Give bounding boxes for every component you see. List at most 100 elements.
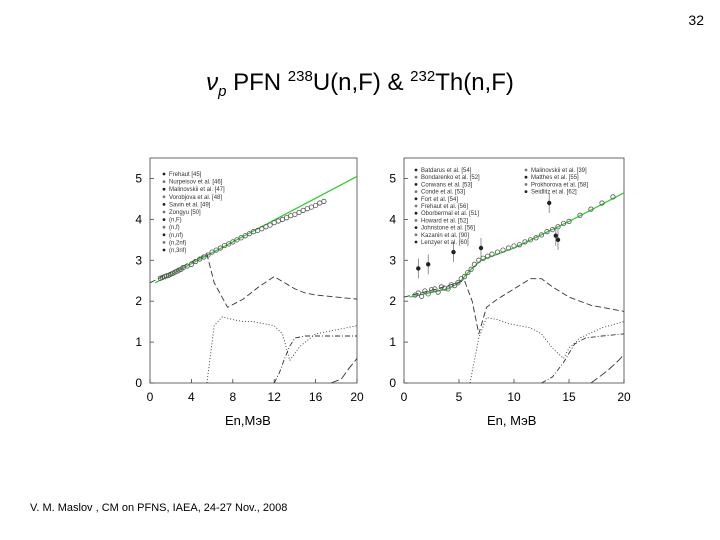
series-line-n2nf: [273, 335, 357, 384]
legend-marker: [524, 175, 528, 179]
legend-marker: [524, 183, 528, 186]
data-point: [549, 226, 556, 233]
data-point: [201, 254, 207, 260]
data-point: [555, 237, 561, 243]
title-pfn: PFN: [226, 69, 288, 96]
data-point: [533, 235, 539, 241]
legend-entry: (n,F): [169, 218, 182, 224]
legend-marker: [162, 248, 166, 252]
legend-entry: Kazanin et al. [90]: [421, 233, 469, 239]
data-point: [476, 257, 482, 263]
data-point: [438, 284, 444, 290]
data-point: [284, 215, 290, 221]
legend-marker: [414, 204, 418, 208]
x-tick-label: 5: [456, 390, 463, 404]
legend-marker: [162, 218, 166, 222]
data-point: [415, 290, 421, 296]
legend-entry: Seidlitz et al. [62]: [531, 190, 577, 196]
data-point: [416, 266, 421, 271]
x-tick-label: 12: [268, 390, 282, 404]
title-reaction-u: U(n,F) &: [312, 69, 411, 96]
data-point: [442, 285, 448, 291]
data-point: [426, 262, 431, 267]
legend-marker: [414, 197, 418, 201]
y-tick-label: 1: [135, 335, 142, 349]
legend-entry: Conde et al. [53]: [421, 190, 465, 196]
x-tick-label: 4: [188, 390, 195, 404]
footer-credit: V. M. Maslov , CM on PFNS, IAEA, 24-27 N…: [30, 502, 288, 514]
data-point: [500, 247, 506, 253]
data-point: [312, 202, 319, 209]
x-tick-label: 20: [350, 390, 364, 404]
data-point: [418, 293, 425, 299]
data-point: [428, 287, 435, 293]
data-point: [425, 291, 431, 297]
legend-entry: Nurpeisov et al. [46]: [169, 180, 223, 186]
data-point: [547, 200, 552, 206]
data-point: [432, 286, 438, 292]
legend-marker: [414, 175, 418, 179]
y-tick-label: 3: [135, 253, 142, 267]
legend-entry: Malinovskii et al. [39]: [531, 168, 587, 174]
data-point: [213, 247, 219, 253]
data-point: [461, 274, 468, 280]
legend-marker: [162, 241, 166, 244]
data-point: [271, 220, 277, 226]
legend-entry: (n,2nf): [169, 240, 186, 246]
x-axis-label: En, МэВ: [487, 413, 536, 428]
data-point: [478, 245, 484, 251]
legend-marker: [414, 168, 418, 172]
x-tick-label: 0: [401, 390, 408, 404]
legend-marker: [414, 240, 418, 244]
x-tick-label: 10: [507, 390, 521, 404]
slide-title: νp PFN 238U(n,F) & 232Th(n,F): [0, 68, 720, 100]
data-point: [451, 283, 458, 289]
data-point: [300, 207, 306, 213]
data-point: [217, 245, 223, 251]
legend-marker: [162, 210, 166, 214]
legend-entry: (n,3nf): [169, 248, 186, 254]
legend-marker: [162, 180, 166, 184]
data-point: [209, 249, 215, 255]
legend-entry: Prokhorova et al. [58]: [531, 182, 588, 188]
legend-marker: [524, 168, 528, 172]
y-tick-label: 3: [389, 253, 396, 267]
x-tick-label: 8: [229, 390, 236, 404]
legend-marker: [162, 233, 166, 237]
data-point: [321, 198, 327, 204]
legend-entry: (n,nf): [169, 233, 183, 239]
data-point: [259, 226, 265, 232]
title-mass-u: 238: [287, 68, 313, 85]
data-point: [188, 261, 194, 267]
data-point: [494, 249, 501, 255]
legend-entry: Vorobjova et al. [48]: [169, 195, 222, 201]
data-point: [422, 288, 428, 294]
legend-marker: [414, 190, 418, 194]
legend-entry: Lenzyer et al. [60]: [421, 240, 469, 246]
legend-marker: [162, 203, 166, 206]
legend-marker: [414, 233, 418, 237]
series-line-nnf: [469, 316, 625, 384]
data-point: [292, 211, 298, 218]
y-tick-label: 4: [389, 212, 396, 226]
data-point: [505, 245, 512, 251]
data-point: [489, 251, 495, 257]
x-tick-label: 0: [147, 390, 154, 404]
x-tick-label: 16: [309, 390, 323, 404]
legend-entry: Howard et al. [52]: [421, 218, 468, 224]
data-point: [308, 204, 315, 210]
legend-entry: Savin et al. [49]: [169, 202, 211, 208]
legend-entry: Malinovskii et al. [47]: [169, 187, 225, 193]
data-point: [560, 220, 567, 227]
data-point: [230, 239, 236, 245]
data-point: [238, 235, 244, 241]
data-point: [527, 237, 534, 243]
data-point: [553, 233, 558, 238]
title-mass-th: 232: [410, 68, 436, 85]
y-tick-label: 5: [135, 171, 142, 185]
data-point: [451, 249, 456, 255]
data-point: [267, 222, 273, 228]
data-point: [577, 212, 583, 218]
legend-marker: [162, 172, 166, 176]
